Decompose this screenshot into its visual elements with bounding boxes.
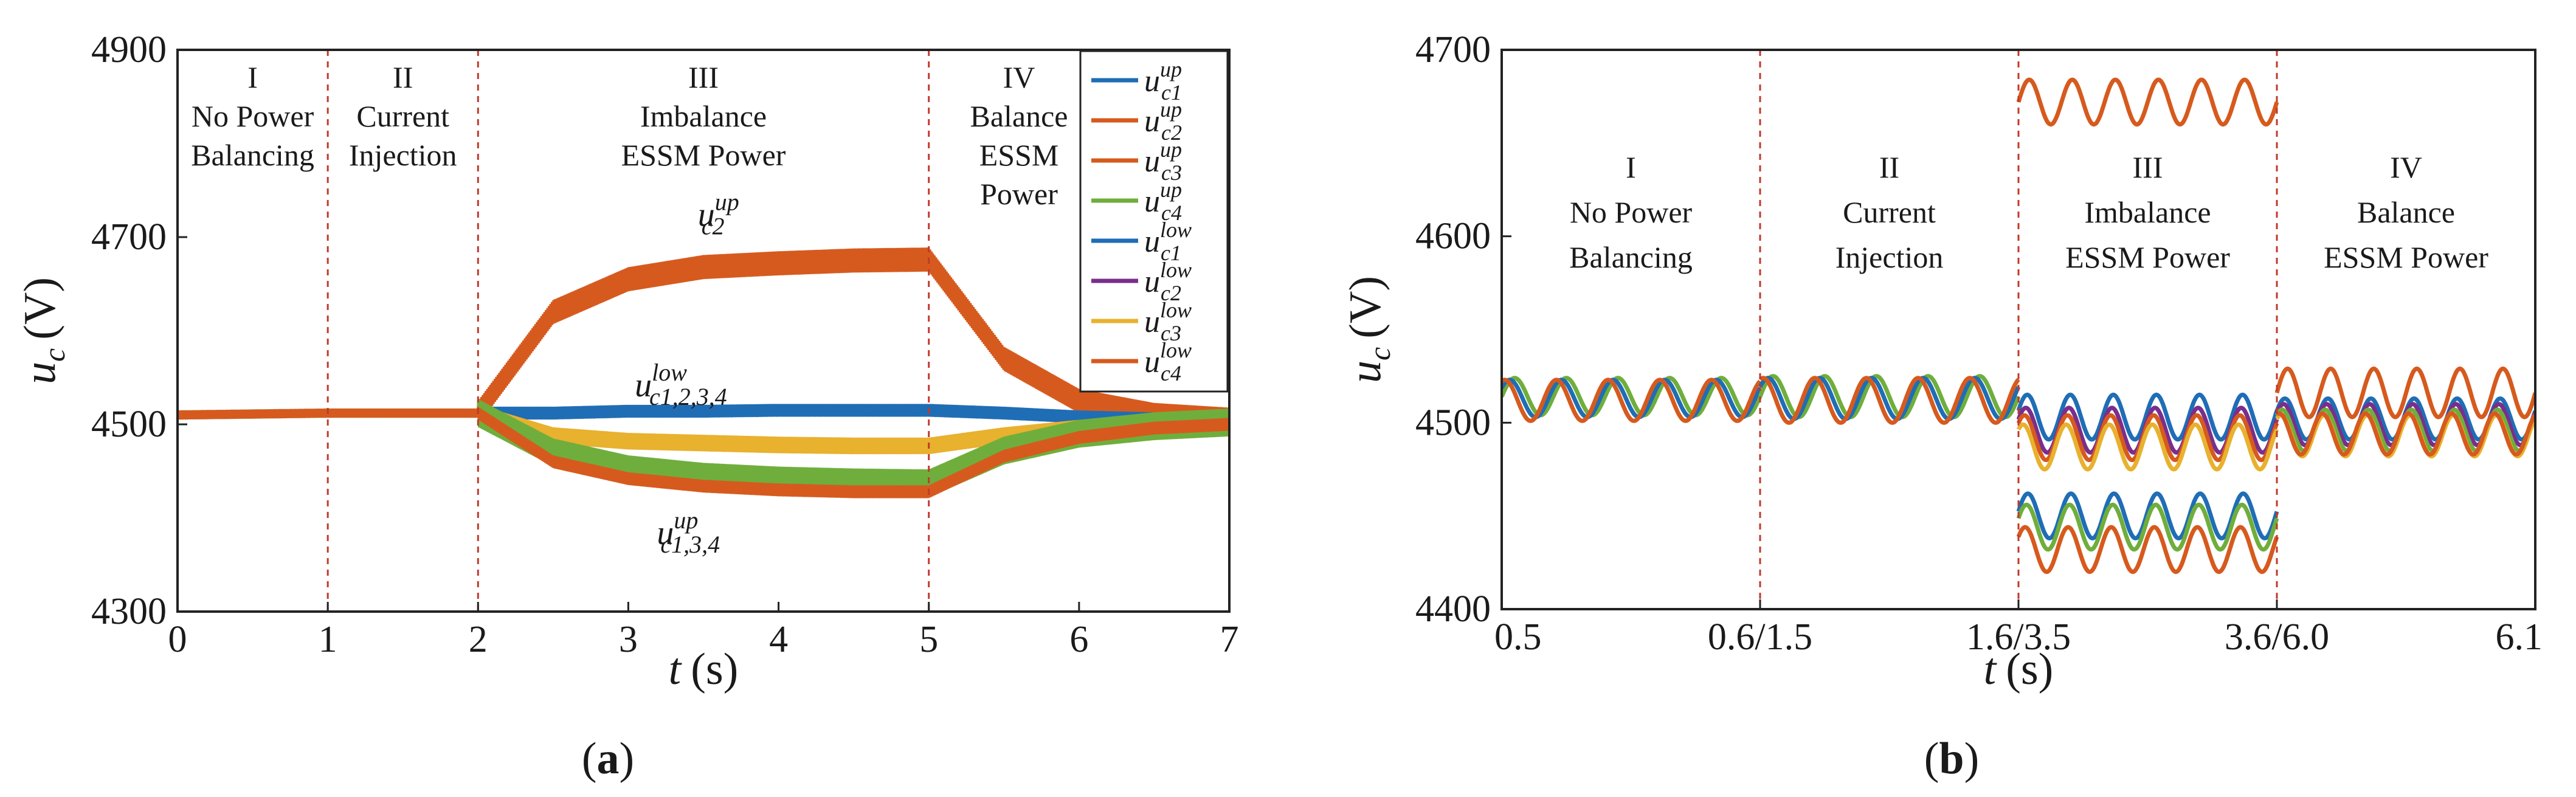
- chart-b-series-3-5: [2275, 411, 2535, 457]
- chart-b-ytick-label-1: 4500: [1415, 402, 1491, 443]
- chart-b-ylabel: uc(V): [1341, 276, 1397, 383]
- chart-b-series-layer: [1502, 77, 2535, 574]
- chart-a-xtick-label-3: 3: [619, 619, 638, 660]
- chart-a-series-layer: [178, 247, 1229, 499]
- chart-a-plot-frame: [176, 49, 1231, 613]
- chart-b-series-1-1: [1758, 376, 2021, 421]
- chart-a-ylabel: uc(V): [15, 277, 71, 384]
- chart-b-phase-label-1: II Current Injection: [1835, 150, 1944, 274]
- chart-b-series-0-2: [1502, 378, 1762, 423]
- chart-a-xtick-label-6: 6: [1069, 619, 1088, 660]
- chart-a-legend-label-3: uup c4: [1144, 178, 1182, 225]
- chart-a-xtick-label-2: 2: [469, 619, 488, 660]
- chart-a-annotation-1: ulow c1,2,3,4: [635, 359, 727, 410]
- chart-b-series-2-6: [2016, 502, 2279, 552]
- chart-a-phase-label-2: III Imbalance ESSM Power: [621, 60, 786, 172]
- chart-b-series-1-2: [1758, 376, 2020, 425]
- chart-a-phase-label-3: IV Balance ESSM Power: [970, 60, 1068, 211]
- chart-b-xtick-label-3: 3.6/6.0: [2225, 616, 2329, 658]
- chart-a-ticks: 0 1 2 3 4 5 6 7 4300 4500 4700 4900: [91, 29, 1239, 660]
- chart-b-phase-boundaries: [1759, 50, 2278, 609]
- chart-b-series-2-4: [2016, 422, 2279, 472]
- chart-a-annotation-0: uup c2: [698, 188, 739, 240]
- chart-a-legend-label-5: ulow c2: [1144, 258, 1192, 305]
- chart-b-series-2-5: [2016, 491, 2279, 540]
- chart-a-xlabel: t (s): [669, 644, 739, 694]
- chart-a-ytick-label-1: 4500: [91, 404, 167, 445]
- chart-a-phase-label-1: II Current Injection: [349, 60, 457, 172]
- chart-a-legend-label-4: ulow c1: [1144, 218, 1192, 265]
- chart-b-phase-labels: I No Power Balancing II Current Injection III I…: [1569, 150, 2488, 274]
- chart-a-xtick-label-4: 4: [769, 619, 788, 660]
- chart-a-xtick-label-1: 1: [319, 619, 337, 660]
- chart-a-legend-label-7: ulow c4: [1144, 338, 1192, 385]
- chart-b-series-0-1: [1502, 378, 1763, 419]
- chart-b-xtick-label-0: 0.5: [1494, 616, 1542, 658]
- chart-b-xtick-label-2: 1.6/3.5: [1966, 616, 2071, 658]
- chart-b-ytick-label-2: 4600: [1415, 216, 1491, 257]
- chart-b-series-2-3: [2016, 413, 2279, 463]
- chart-a: 0 1 2 3 4 5 6 7 4300 4500 4700 4900 I No Power Balanc…: [15, 29, 1239, 784]
- chart-b-ytick-label-3: 4700: [1415, 29, 1491, 71]
- chart-a-xtick-label-7: 7: [1220, 619, 1239, 660]
- chart-a-legend-label-6: ulow c3: [1144, 298, 1192, 345]
- chart-b-series-2-1: [2016, 392, 2279, 442]
- chart-a-xtick-label-0: 0: [168, 619, 187, 660]
- chart-b-xtick-label-4: 6.1: [2496, 616, 2543, 658]
- chart-a-legend-box: [1079, 50, 1229, 393]
- chart-b-series-2-7: [2016, 525, 2279, 574]
- chart-a-phase-labels: I No Power Balancing II Current Injection III I…: [191, 60, 1068, 211]
- chart-b-series-3-0: [2274, 366, 2535, 419]
- chart-b-phase-label-3: IV Balance ESSM Power: [2324, 150, 2488, 274]
- chart-a-annotations: uup c2 ulow c1,2,3,4 uup c1,3,4: [635, 188, 739, 559]
- chart-b-xlabel: t (s): [1984, 644, 2054, 694]
- chart-a-ytick-label-0: 4300: [91, 591, 167, 632]
- chart-a-phase-boundaries: [326, 50, 930, 612]
- chart-a-annotation-2: uup c1,3,4: [657, 506, 720, 558]
- chart-b-panel-label: (b): [1924, 734, 1979, 784]
- chart-a-ytick-label-2: 4700: [91, 216, 167, 258]
- chart-b-phase-label-2: III Imbalance ESSM Power: [2065, 150, 2230, 274]
- chart-b: 0.5 0.6/1.5 1.6/3.5 3.6/6.0 6.1 4400 4500 4600 4…: [1341, 29, 2543, 784]
- chart-a-legend-label-1: uup c2: [1144, 97, 1182, 145]
- chart-b-ticks: 0.5 0.6/1.5 1.6/3.5 3.6/6.0 6.1 4400 4500 4600 4…: [1415, 29, 2543, 658]
- chart-b-ytick-label-0: 4400: [1415, 588, 1491, 630]
- chart-a-legend-label-0: uup c1: [1144, 57, 1182, 105]
- chart-a-panel-label: (a): [582, 734, 634, 784]
- chart-a-ytick-label-3: 4900: [91, 29, 167, 71]
- chart-a-legend-label-2: uup c3: [1144, 137, 1182, 185]
- chart-b-phase-label-0: I No Power Balancing: [1569, 150, 1693, 274]
- chart-b-series-2-0: [2016, 77, 2279, 127]
- chart-b-xtick-label-1: 0.6/1.5: [1708, 616, 1812, 658]
- chart-a-phase-label-0: I No Power Balancing: [191, 60, 314, 172]
- chart-a-xtick-label-5: 5: [919, 619, 938, 660]
- chart-a-series-4: [178, 406, 1229, 499]
